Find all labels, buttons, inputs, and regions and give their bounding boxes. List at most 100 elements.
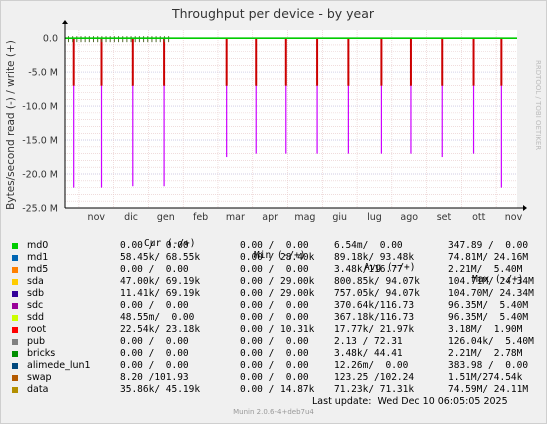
legend-header: Cur (-/+) Min (-/+) Avg (-/+) Max (-/+) <box>12 226 523 285</box>
legend-name: sda <box>27 276 44 287</box>
x-tick-label: giu <box>332 212 347 223</box>
legend-max: 2.21M/ 5.40M <box>448 264 523 275</box>
legend-avg: 71.23k/ 71.31k <box>334 384 415 395</box>
legend-max: 1.51M/274.54k <box>448 372 523 383</box>
legend-swatch <box>12 375 18 381</box>
legend-swatch <box>12 315 18 321</box>
x-tick-label: mar <box>226 212 245 223</box>
x-tick-label: feb <box>193 212 208 223</box>
legend-max: 126.04k/ 5.40M <box>448 336 534 347</box>
y-ticks: 0.0 -5.0 M -10.0 M -15.0 M -20.0 M -25.0 M <box>22 34 58 215</box>
y-tick-label: -5.0 M <box>28 68 58 79</box>
legend-swatch <box>12 387 18 393</box>
legend-avg: 3.48k/ 44.41 <box>334 348 403 359</box>
x-tick-label: ago <box>400 212 418 223</box>
legend-swatch <box>12 327 18 333</box>
legend-swatch <box>12 363 18 369</box>
legend-name: md1 <box>27 252 49 263</box>
header-min: Min (-/+) <box>254 250 306 261</box>
legend-min: 0.00 / 0.00 <box>240 300 309 311</box>
legend-max: 347.89 / 0.00 <box>448 240 529 251</box>
legend-swatch <box>12 255 18 261</box>
chart-title: Throughput per device - by year <box>171 6 375 21</box>
legend-swatch <box>12 243 18 249</box>
legend-name: md5 <box>27 264 49 275</box>
x-tick-label: set <box>437 212 452 223</box>
legend-max: 104.70M/ 24.34M <box>448 288 534 299</box>
legend-max: 74.81M/ 24.16M <box>448 252 529 263</box>
legend-max: 104.71M/ 24.34M <box>448 276 534 287</box>
legend-cur: 47.00k/ 69.19k <box>120 276 201 287</box>
x-tick-label: nov <box>88 212 106 223</box>
header-cur: Cur (-/+) <box>144 238 196 249</box>
legend-min: 0.00 / 14.87k <box>240 384 315 395</box>
legend-cur: 35.86k/ 45.19k <box>120 384 201 395</box>
x-axis-arrow <box>523 205 527 211</box>
legend-cur: 0.00 / 0.00 <box>120 348 189 359</box>
legend-max: 96.35M/ 5.40M <box>448 312 529 323</box>
x-tick-label: nov <box>505 212 523 223</box>
side-label: RRDTOOL / TOBI OETIKER <box>534 60 542 150</box>
y-tick-label: -25.0 M <box>22 204 58 215</box>
legend-name: md0 <box>27 240 49 251</box>
legend-min: 0.00 / 0.00 <box>240 348 309 359</box>
legend-max: 3.18M/ 1.90M <box>448 324 523 335</box>
legend-name: bricks <box>27 348 56 359</box>
legend-cur: 8.20 /101.93 <box>120 372 189 383</box>
header-avg: Avg (-/+) <box>364 262 416 273</box>
legend-avg: 367.18k/116.73 <box>334 312 415 323</box>
y-axis-arrow <box>62 20 68 24</box>
legend-name: pub <box>27 336 46 347</box>
legend-cur: 0.00 / 0.00 <box>120 336 189 347</box>
y-tick-label: -15.0 M <box>22 136 58 147</box>
x-tick-label: lug <box>367 212 382 223</box>
legend-avg: 3.48k/116.77 <box>334 264 403 275</box>
legend-avg: 17.77k/ 21.97k <box>334 324 415 335</box>
legend-name: sdd <box>27 312 45 323</box>
x-ticks: nov dic gen feb mar apr mag giu lug ago set ott nov <box>88 212 523 223</box>
x-tick-label: ott <box>472 212 486 223</box>
legend-cur: 48.55m/ 0.00 <box>120 312 195 323</box>
y-tick-label: -20.0 M <box>22 170 58 181</box>
legend-max: 96.35M/ 5.40M <box>448 300 529 311</box>
legend-min: 0.00 / 0.00 <box>240 336 309 347</box>
legend-avg: 12.26m/ 0.00 <box>334 360 409 371</box>
legend-name: sdb <box>27 288 45 299</box>
legend-name: sdc <box>27 300 44 311</box>
x-tick-label: dic <box>124 212 138 223</box>
x-tick-label: mag <box>294 212 315 223</box>
legend-max: 74.59M/ 24.11M <box>448 384 529 395</box>
legend-max: 383.98 / 0.00 <box>448 360 529 371</box>
legend-min: 0.00 / 10.31k <box>240 324 315 335</box>
legend-swatch <box>12 279 18 285</box>
header-max: Max (-/+) <box>472 274 524 285</box>
legend-avg: 89.18k/ 93.48k <box>334 252 415 263</box>
legend-cur: 0.00 / 0.00 <box>120 300 189 311</box>
legend-avg: 800.85k/ 94.07k <box>334 276 420 287</box>
legend-cur: 0.00 / 0.00 <box>120 264 189 275</box>
legend-name: data <box>27 384 49 395</box>
legend-name: root <box>27 324 47 335</box>
legend-min: 0.00 / 0.00 <box>240 372 309 383</box>
legend-cur: 11.41k/ 69.19k <box>120 288 201 299</box>
legend-avg: 123.25 /102.24 <box>334 372 415 383</box>
footer: Munin 2.0.6-4+deb7u4 <box>233 408 314 416</box>
y-axis-label: Bytes/second read (-) / write (+) <box>5 40 17 210</box>
legend-name: alimede_lun1 <box>27 360 91 371</box>
x-tick-label: apr <box>262 212 278 223</box>
legend-swatch <box>12 303 18 309</box>
legend-swatch <box>12 351 18 357</box>
legend-min: 0.00 / 0.00 <box>240 312 309 323</box>
axes <box>62 20 527 211</box>
legend-cur: 58.45k/ 68.55k <box>120 252 201 263</box>
legend-cur: 0.00 / 0.00 <box>120 360 189 371</box>
legend-name: swap <box>27 372 52 383</box>
legend-swatch <box>12 291 18 297</box>
legend-avg: 2.13 / 72.31 <box>334 336 403 347</box>
x-tick-label: gen <box>157 212 175 223</box>
legend-min: 0.00 / 28.40k <box>240 252 315 263</box>
legend-avg: 6.54m/ 0.00 <box>334 240 403 251</box>
legend-max: 2.21M/ 2.78M <box>448 348 523 359</box>
last-update: Last update: Wed Dec 10 06:05:05 2025 <box>312 396 508 407</box>
legend-min: 0.00 / 0.00 <box>240 360 309 371</box>
